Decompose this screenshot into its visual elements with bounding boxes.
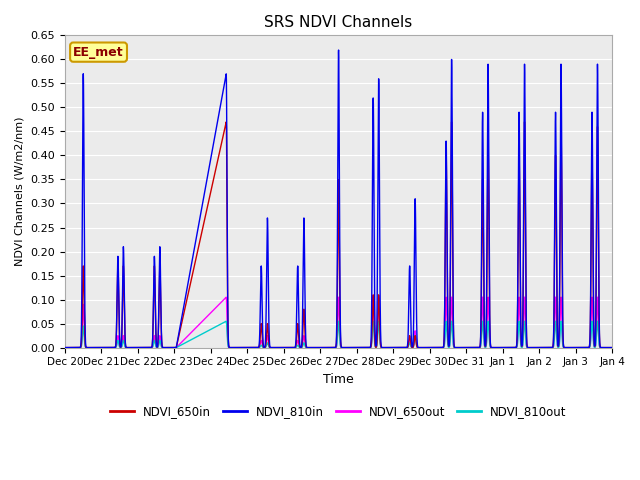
NDVI_650in — [266, 345, 274, 350]
Line: NDVI_810out: NDVI_810out — [65, 321, 612, 348]
NDVI_810out — [172, 345, 180, 350]
NDVI_650in — [414, 345, 422, 350]
Legend: NDVI_650in, NDVI_810in, NDVI_650out, NDVI_810out: NDVI_650in, NDVI_810in, NDVI_650out, NDV… — [106, 400, 572, 423]
Text: EE_met: EE_met — [73, 46, 124, 59]
NDVI_810out — [61, 345, 69, 350]
NDVI_650in — [61, 345, 69, 350]
NDVI_650in — [608, 345, 616, 350]
X-axis label: Time: Time — [323, 373, 354, 386]
NDVI_650in — [492, 345, 499, 350]
NDVI_650out — [492, 345, 499, 350]
NDVI_810out — [608, 345, 616, 350]
NDVI_810in — [61, 345, 69, 350]
NDVI_650out — [608, 345, 616, 350]
NDVI_810in — [172, 345, 180, 350]
NDVI_650out — [414, 345, 422, 350]
NDVI_810out — [492, 345, 499, 350]
NDVI_810in — [414, 345, 422, 350]
NDVI_810out — [606, 345, 614, 350]
NDVI_810in — [608, 345, 616, 350]
NDVI_650in — [178, 319, 186, 324]
Line: NDVI_810in: NDVI_810in — [65, 50, 612, 348]
NDVI_650in — [521, 119, 529, 125]
NDVI_650out — [61, 345, 69, 350]
NDVI_810in — [606, 345, 614, 350]
NDVI_810out — [594, 318, 602, 324]
NDVI_650out — [606, 345, 614, 350]
NDVI_650out — [266, 345, 274, 350]
Y-axis label: NDVI Channels (W/m2/nm): NDVI Channels (W/m2/nm) — [15, 117, 25, 266]
NDVI_650out — [172, 345, 180, 350]
Line: NDVI_650in: NDVI_650in — [65, 122, 612, 348]
NDVI_810out — [414, 345, 422, 350]
NDVI_810out — [266, 345, 274, 350]
NDVI_810in — [492, 345, 500, 350]
NDVI_810out — [178, 342, 186, 348]
NDVI_650in — [606, 345, 614, 350]
Line: NDVI_650out: NDVI_650out — [65, 297, 612, 348]
NDVI_650out — [594, 294, 602, 300]
NDVI_650out — [178, 339, 186, 345]
NDVI_650in — [172, 345, 180, 350]
NDVI_810in — [335, 47, 342, 53]
NDVI_810in — [178, 313, 186, 319]
Title: SRS NDVI Channels: SRS NDVI Channels — [264, 15, 413, 30]
NDVI_810in — [266, 343, 274, 349]
